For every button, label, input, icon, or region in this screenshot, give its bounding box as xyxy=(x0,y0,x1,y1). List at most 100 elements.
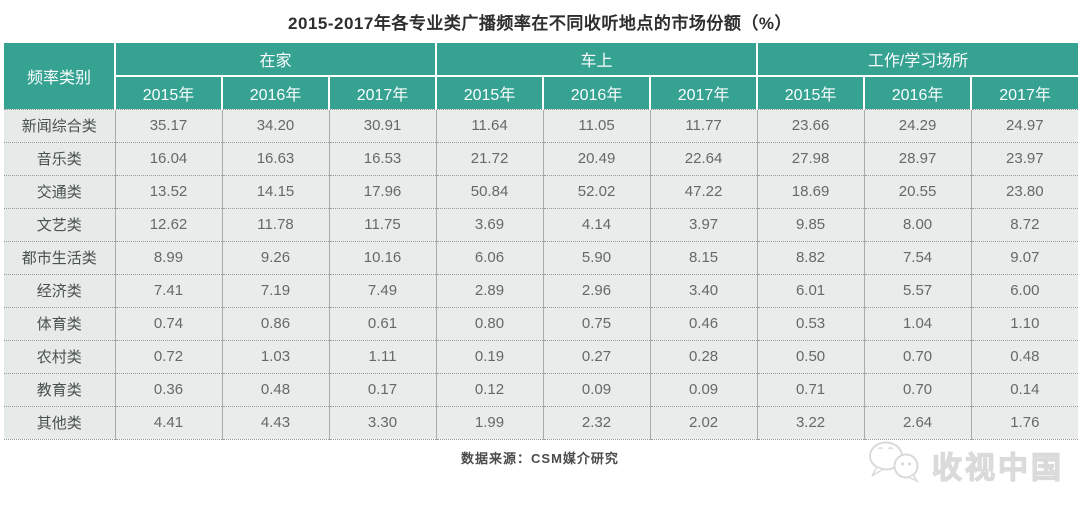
row-header-cell: 频率类别 xyxy=(4,43,115,109)
value-cell: 3.22 xyxy=(756,405,865,440)
table-row: 交通类 13.52 14.15 17.96 50.84 52.02 47.22 … xyxy=(4,174,1079,208)
table-row: 教育类 0.36 0.48 0.17 0.12 0.09 0.09 0.71 0… xyxy=(4,372,1079,406)
value-cell: 22.64 xyxy=(649,141,758,175)
year-header-cell: 2015年 xyxy=(756,76,865,109)
value-cell: 7.49 xyxy=(328,273,437,307)
value-cell: 0.86 xyxy=(221,306,329,340)
year-header-cell: 2016年 xyxy=(863,76,972,109)
page-title: 2015-2017年各专业类广播频率在不同收听地点的市场份额（%） xyxy=(288,14,792,33)
value-cell: 11.78 xyxy=(221,207,329,241)
year-header-cell: 2016年 xyxy=(542,76,651,109)
value-cell: 1.76 xyxy=(970,405,1079,440)
value-cell: 50.84 xyxy=(435,174,544,208)
table-header: 频率类别 在家 车上 工作/学习场所 2015年 2016年 2017年 201… xyxy=(4,43,1079,109)
value-cell: 0.12 xyxy=(435,372,544,406)
value-cell: 0.80 xyxy=(435,306,544,340)
year-header-cell: 2016年 xyxy=(221,76,329,109)
value-cell: 0.09 xyxy=(649,372,758,406)
value-cell: 7.54 xyxy=(863,240,972,274)
watermark-label: 收视中国 xyxy=(931,451,1064,485)
row-label-cell: 新闻综合类 xyxy=(4,108,115,142)
wechat-icon xyxy=(866,439,924,490)
value-cell: 0.50 xyxy=(756,339,865,373)
year-header-cell: 2017年 xyxy=(970,76,1079,109)
value-cell: 11.75 xyxy=(328,207,437,241)
value-cell: 8.15 xyxy=(649,240,758,274)
value-cell: 30.91 xyxy=(328,108,437,142)
table-row: 体育类 0.74 0.86 0.61 0.80 0.75 0.46 0.53 1… xyxy=(4,306,1079,340)
value-cell: 0.74 xyxy=(114,306,222,340)
value-cell: 13.52 xyxy=(114,174,222,208)
data-table: 频率类别 在家 车上 工作/学习场所 2015年 2016年 2017年 201… xyxy=(4,43,1079,440)
value-cell: 8.72 xyxy=(970,207,1079,241)
value-cell: 34.20 xyxy=(221,108,329,142)
value-cell: 0.71 xyxy=(756,372,865,406)
value-cell: 9.26 xyxy=(221,240,329,274)
value-cell: 0.28 xyxy=(649,339,758,373)
value-cell: 2.02 xyxy=(649,405,758,440)
value-cell: 16.04 xyxy=(114,141,222,175)
row-label-cell: 文艺类 xyxy=(4,207,115,241)
value-cell: 14.15 xyxy=(221,174,329,208)
value-cell: 9.07 xyxy=(970,240,1079,274)
value-cell: 47.22 xyxy=(649,174,758,208)
value-cell: 11.64 xyxy=(435,108,544,142)
year-header-cell: 2015年 xyxy=(114,76,222,109)
source-note: 数据来源：CSM媒介研究 xyxy=(461,450,619,466)
value-cell: 2.96 xyxy=(542,273,651,307)
value-cell: 8.82 xyxy=(756,240,865,274)
value-cell: 0.53 xyxy=(756,306,865,340)
value-cell: 0.61 xyxy=(328,306,437,340)
value-cell: 6.00 xyxy=(970,273,1079,307)
value-cell: 24.97 xyxy=(970,108,1079,142)
table-row: 音乐类 16.04 16.63 16.53 21.72 20.49 22.64 … xyxy=(4,141,1079,175)
value-cell: 17.96 xyxy=(328,174,437,208)
table-row: 文艺类 12.62 11.78 11.75 3.69 4.14 3.97 9.8… xyxy=(4,207,1079,241)
value-cell: 23.97 xyxy=(970,141,1079,175)
value-cell: 8.99 xyxy=(114,240,222,274)
value-cell: 0.48 xyxy=(221,372,329,406)
value-cell: 3.30 xyxy=(328,405,437,440)
table-row: 新闻综合类 35.17 34.20 30.91 11.64 11.05 11.7… xyxy=(4,108,1079,142)
value-cell: 0.09 xyxy=(542,372,651,406)
row-label-cell: 都市生活类 xyxy=(4,240,115,274)
value-cell: 16.63 xyxy=(221,141,329,175)
value-cell: 1.11 xyxy=(328,339,437,373)
row-label-cell: 经济类 xyxy=(4,273,115,307)
value-cell: 8.00 xyxy=(863,207,972,241)
value-cell: 2.32 xyxy=(542,405,651,440)
watermark: 收视中国 xyxy=(866,439,1064,490)
group-header-home: 在家 xyxy=(113,43,437,77)
row-label-cell: 农村类 xyxy=(4,339,115,373)
value-cell: 2.89 xyxy=(435,273,544,307)
year-header-row: 2015年 2016年 2017年 2015年 2016年 2017年 2015… xyxy=(4,76,1079,109)
table-body: 新闻综合类 35.17 34.20 30.91 11.64 11.05 11.7… xyxy=(4,108,1079,440)
value-cell: 20.49 xyxy=(542,141,651,175)
value-cell: 6.01 xyxy=(756,273,865,307)
group-header-work: 工作/学习场所 xyxy=(756,43,1079,77)
value-cell: 1.99 xyxy=(435,405,544,440)
value-cell: 16.53 xyxy=(328,141,437,175)
table-row: 经济类 7.41 7.19 7.49 2.89 2.96 3.40 6.01 5… xyxy=(4,273,1079,307)
value-cell: 0.70 xyxy=(863,339,972,373)
value-cell: 11.05 xyxy=(542,108,651,142)
value-cell: 1.04 xyxy=(863,306,972,340)
row-label-cell: 交通类 xyxy=(4,174,115,208)
value-cell: 10.16 xyxy=(328,240,437,274)
value-cell: 0.27 xyxy=(542,339,651,373)
year-header-cell: 2017年 xyxy=(327,76,437,109)
value-cell: 0.75 xyxy=(542,306,651,340)
value-cell: 28.97 xyxy=(863,141,972,175)
value-cell: 18.69 xyxy=(756,174,865,208)
value-cell: 12.62 xyxy=(114,207,222,241)
value-cell: 0.70 xyxy=(863,372,972,406)
title-bar: 2015-2017年各专业类广播频率在不同收听地点的市场份额（%） xyxy=(0,0,1080,43)
year-header-cell: 2017年 xyxy=(649,76,758,109)
value-cell: 3.97 xyxy=(649,207,758,241)
value-cell: 0.48 xyxy=(970,339,1079,373)
value-cell: 6.06 xyxy=(435,240,544,274)
table-row: 农村类 0.72 1.03 1.11 0.19 0.27 0.28 0.50 0… xyxy=(4,339,1079,373)
value-cell: 0.72 xyxy=(114,339,222,373)
value-cell: 4.14 xyxy=(542,207,651,241)
